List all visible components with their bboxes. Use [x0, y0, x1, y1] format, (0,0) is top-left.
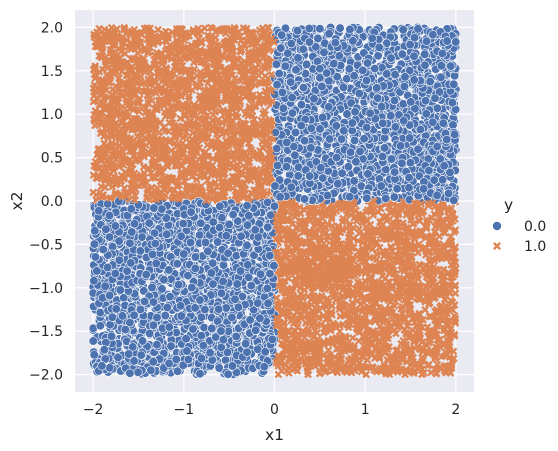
data-points: [88, 22, 461, 379]
data-point-circle: [88, 336, 98, 346]
data-point-circle: [89, 350, 99, 360]
data-point-circle: [373, 51, 383, 61]
data-point-circle: [315, 24, 325, 34]
data-point-x: [362, 370, 371, 379]
